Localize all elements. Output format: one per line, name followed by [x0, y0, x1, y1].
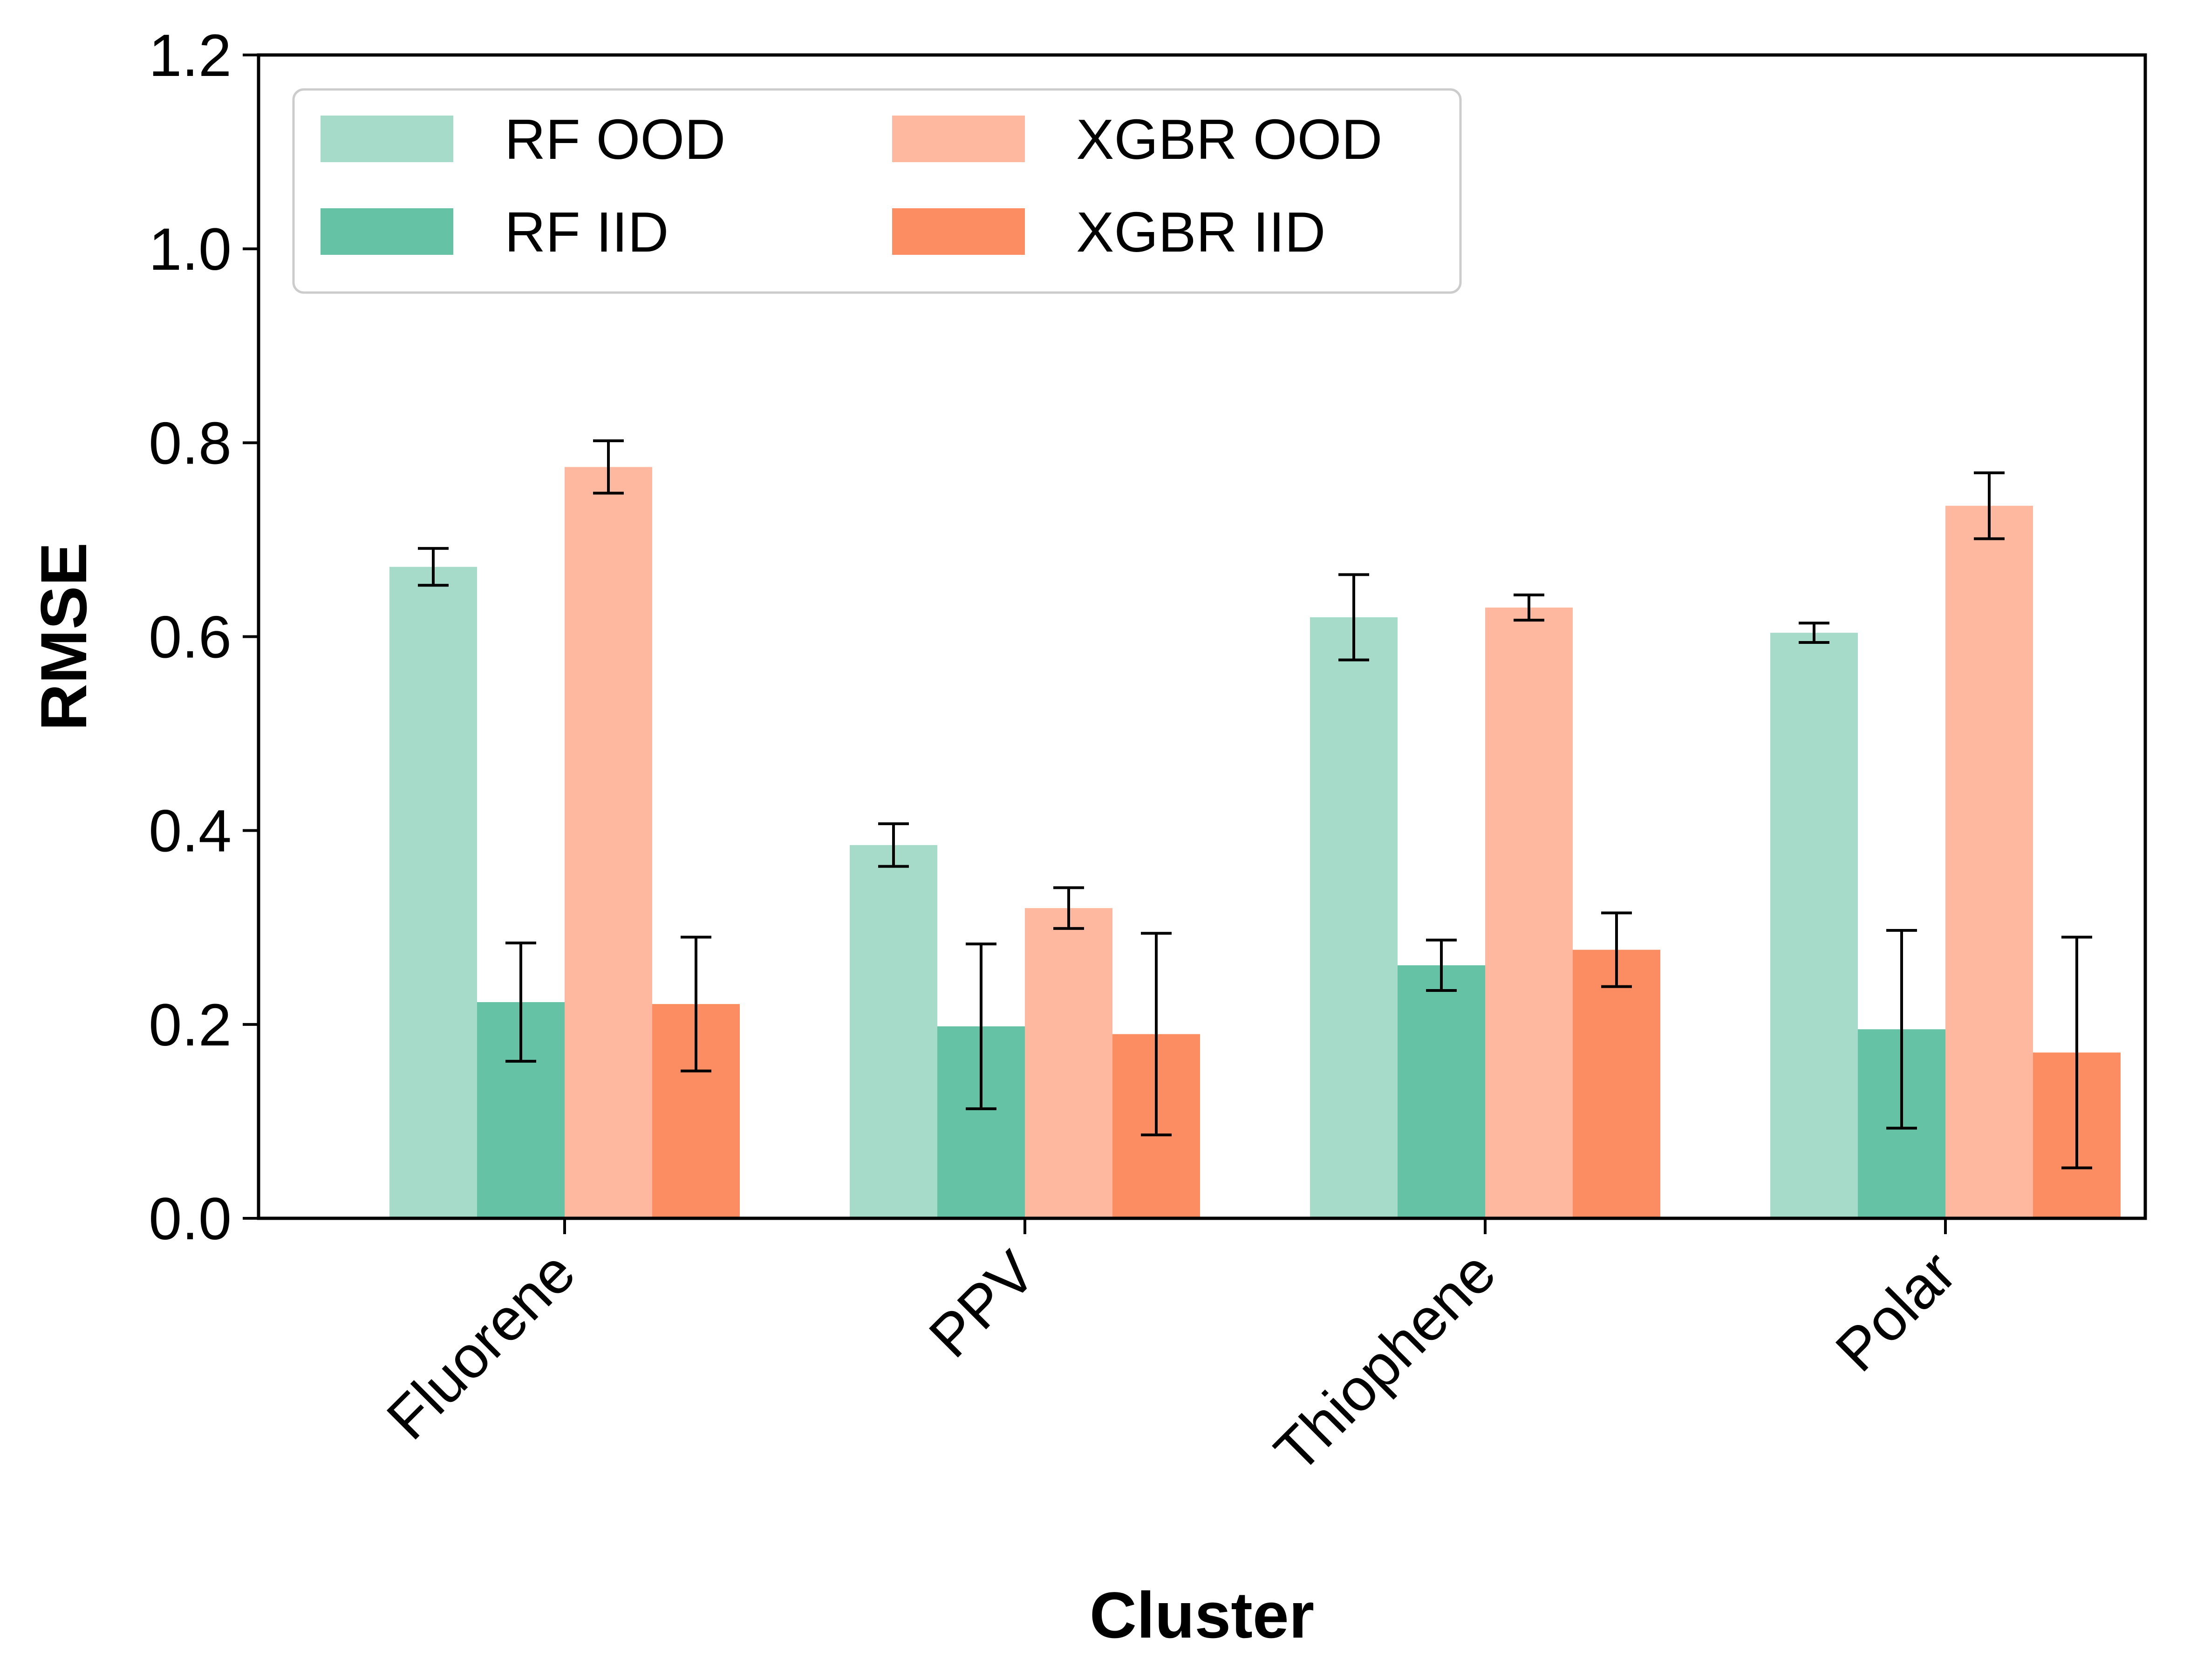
bar-xgbr-ood-thiophene: [1485, 608, 1573, 1218]
x-axis-title: Cluster: [1090, 1578, 1314, 1652]
x-axis: Fluorene PPV Thiophene Polar: [374, 1218, 1969, 1485]
legend-swatch-rf-ood: [321, 116, 453, 162]
bar-rf-iid-thiophene: [1398, 965, 1485, 1218]
legend-swatch-xgbr-ood: [892, 116, 1025, 162]
bar-xgbr-ood-fluorene: [565, 467, 652, 1218]
y-axis-title: RMSE: [27, 542, 100, 731]
legend-swatch-rf-iid: [321, 208, 453, 255]
error-bar-rf-iid-fluorene: [505, 942, 536, 1063]
error-bar-xgbr-iid-fluorene: [681, 936, 711, 1072]
legend-label-xgbr-ood: XGBR OOD: [1076, 108, 1383, 171]
bars-layer: [389, 467, 2121, 1218]
error-bar-rf-ood-polar: [1799, 621, 1829, 644]
x-tick-label-thiophene: Thiophene: [1262, 1239, 1508, 1485]
y-tick-label: 1.2: [149, 22, 232, 89]
legend: RF OOD RF IID XGBR OOD XGBR IID: [292, 88, 1462, 294]
bar-xgbr-iid-thiophene: [1573, 949, 1660, 1218]
y-tick-label: 1.0: [149, 216, 232, 283]
error-bar-xgbr-ood-ppv: [1053, 886, 1084, 930]
x-tick-label-fluorene: Fluorene: [374, 1239, 587, 1452]
legend-label-rf-iid: RF IID: [505, 200, 669, 264]
error-bar-rf-iid-polar: [1886, 929, 1917, 1130]
legend-box: [292, 88, 1462, 294]
error-bars-layer: [418, 439, 2092, 1169]
bar-xgbr-ood-ppv: [1025, 908, 1112, 1218]
y-tick-label: 0.8: [149, 410, 232, 477]
error-bar-xgbr-iid-ppv: [1141, 932, 1172, 1137]
y-axis: 0.0 0.2 0.4 0.6 0.8 1.0 1.2: [149, 22, 259, 1252]
bar-rf-ood-ppv: [850, 845, 937, 1218]
bar-rf-ood-thiophene: [1310, 617, 1398, 1218]
error-bar-xgbr-iid-polar: [2061, 936, 2092, 1169]
y-tick-label: 0.0: [149, 1186, 232, 1252]
error-bar-xgbr-ood-thiophene: [1514, 594, 1544, 622]
y-tick-label: 0.6: [149, 604, 232, 671]
y-tick-label: 0.4: [149, 798, 232, 865]
bar-rf-ood-polar: [1770, 633, 1858, 1218]
legend-label-rf-ood: RF OOD: [505, 108, 725, 171]
legend-label-xgbr-iid: XGBR IID: [1076, 200, 1326, 264]
error-bar-rf-ood-fluorene: [418, 547, 449, 587]
bar-rf-ood-fluorene: [389, 567, 477, 1218]
error-bar-rf-ood-ppv: [878, 822, 909, 868]
error-bar-rf-iid-thiophene: [1426, 938, 1457, 992]
x-tick-label-polar: Polar: [1823, 1239, 1968, 1384]
x-tick-label-ppv: PPV: [917, 1239, 1048, 1370]
bar-xgbr-ood-polar: [1945, 505, 2033, 1218]
error-bar-xgbr-ood-fluorene: [593, 439, 624, 495]
error-bar-xgbr-ood-polar: [1974, 471, 2005, 540]
y-tick-label: 0.2: [149, 992, 232, 1059]
legend-swatch-xgbr-iid: [892, 208, 1025, 255]
error-bar-rf-iid-ppv: [966, 942, 996, 1110]
error-bar-rf-ood-thiophene: [1338, 573, 1369, 662]
error-bar-xgbr-iid-thiophene: [1601, 911, 1632, 988]
